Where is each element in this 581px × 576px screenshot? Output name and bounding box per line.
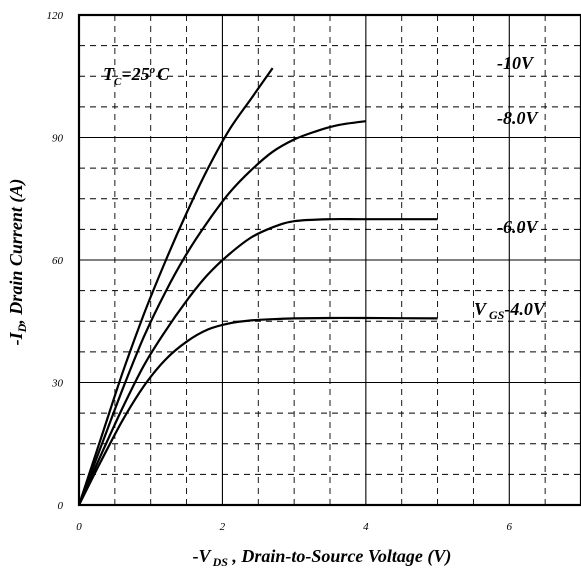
series-label: V GS-4.0V: [474, 299, 547, 322]
y-tick-label: 30: [51, 378, 64, 390]
x-axis-label: -V DS , Drain-to-Source Voltage (V): [193, 546, 452, 569]
y-tick-label: 120: [47, 10, 64, 22]
series-line: [77, 67, 274, 506]
series-label: -10V: [497, 53, 535, 73]
x-tick-label: 6: [507, 521, 513, 533]
y-tick-label: 0: [58, 500, 64, 512]
x-tick-label: 4: [363, 521, 369, 533]
series-line: [77, 217, 438, 506]
x-tick-label: 2: [220, 521, 226, 533]
curves: [77, 67, 438, 506]
curve-labels: -10V -8.0V -6.0V V GS-4.0V: [474, 53, 547, 322]
y-axis-label: -ID, Drain Current (A): [6, 179, 29, 346]
series-line: [77, 120, 367, 506]
major-grid: [79, 15, 581, 505]
x-tick-labels: 0 2 4 6: [76, 521, 512, 533]
series-line: [78, 316, 438, 506]
x-tick-label: 0: [76, 521, 82, 533]
y-tick-label: 90: [52, 133, 64, 145]
series-label: -6.0V: [497, 217, 539, 237]
temperature-annotation: TC=25o C: [103, 64, 170, 88]
series-label: -8.0V: [497, 108, 539, 128]
y-tick-label: 60: [52, 255, 64, 267]
plot-frame: [77, 13, 581, 507]
y-tick-labels: 0 30 60 90 120: [47, 10, 64, 512]
